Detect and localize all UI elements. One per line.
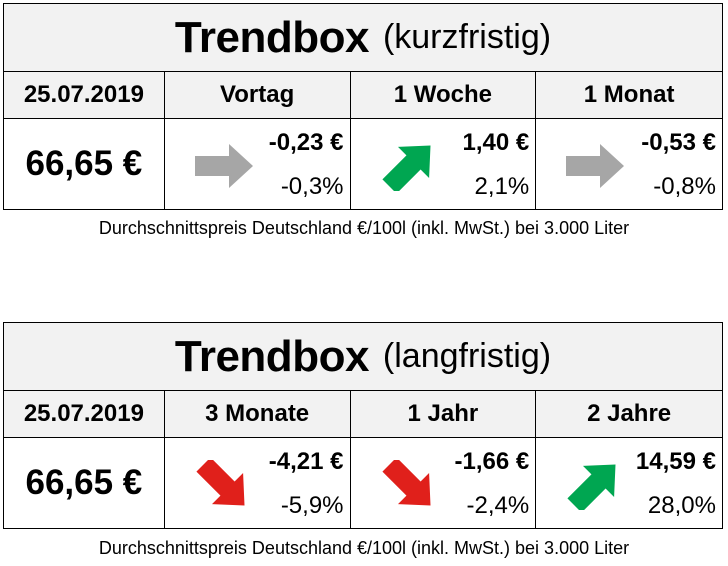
date-cell: 25.07.2019	[4, 72, 165, 118]
trendbox-long: Trendbox (langfristig) 25.07.2019 3 Mona…	[3, 322, 723, 529]
footnote: Durchschnittspreis Deutschland €/100l (i…	[98, 538, 630, 558]
arrow-right-icon	[194, 144, 253, 188]
arrow-up-right-icon	[567, 464, 616, 510]
footnote: Durchschnittspreis Deutschland €/100l (i…	[98, 218, 630, 238]
price-delta: -1,66 €	[454, 448, 530, 475]
period-label: 1 Woche	[351, 72, 537, 118]
period-label: Vortag	[165, 72, 351, 118]
trend-cell: -4,21 € -5,9%	[165, 438, 351, 528]
value-row: 66,65 € -4,21 € -5,9% -1,66 € -2,4% 14,5…	[4, 438, 722, 528]
trend-cell: 14,59 € 28,0%	[536, 438, 722, 528]
arrow-up-right-icon	[381, 145, 431, 191]
percent-change: -0,3%	[280, 173, 344, 200]
percent-change: -0,8%	[653, 173, 716, 200]
price-delta: -4,21 €	[268, 448, 344, 475]
trendbox-short: Trendbox (kurzfristig) 25.07.2019 Vortag…	[3, 3, 723, 210]
title-sub: (langfristig)	[382, 337, 552, 375]
price-cell: 66,65 €	[4, 119, 165, 209]
trendbox-title: Trendbox (langfristig)	[4, 323, 722, 391]
trendbox-title: Trendbox (kurzfristig)	[4, 4, 722, 72]
period-label: 1 Monat	[583, 81, 675, 108]
trend-cell: 1,40 € 2,1%	[351, 119, 537, 209]
percent-change: 2,1%	[474, 173, 530, 200]
title-main: Trendbox	[174, 331, 370, 381]
price-delta: 14,59 €	[635, 448, 716, 475]
trend-cell: -1,66 € -2,4%	[351, 438, 537, 528]
price-cell: 66,65 €	[4, 438, 165, 528]
percent-change: -2,4%	[466, 492, 530, 519]
current-price: 66,65 €	[25, 463, 143, 502]
arrow-down-right-icon	[381, 460, 431, 506]
current-price: 66,65 €	[25, 144, 143, 183]
title-main: Trendbox	[174, 12, 370, 62]
percent-change: 28,0%	[647, 492, 716, 519]
price-delta: 1,40 €	[462, 129, 530, 156]
period-label: 1 Jahr	[351, 391, 537, 437]
trend-cell: -0,23 € -0,3%	[165, 119, 351, 209]
value-row: 66,65 € -0,23 € -0,3% 1,40 € 2,1% -0,53 …	[4, 119, 722, 209]
date-cell: 25.07.2019	[4, 391, 165, 437]
arrow-down-right-icon	[196, 460, 245, 506]
price-delta: -0,23 €	[268, 129, 344, 156]
price-delta: -0,53 €	[641, 129, 716, 156]
arrow-right-icon	[566, 144, 625, 188]
period-label: 3 Monate	[165, 391, 351, 437]
header-row: 25.07.2019 3 Monate 1 Jahr 2 Jahre	[4, 391, 722, 438]
period-label: 2 Jahre	[587, 400, 672, 427]
trend-cell: -0,53 € -0,8%	[536, 119, 722, 209]
percent-change: -5,9%	[280, 492, 344, 519]
header-row: 25.07.2019 Vortag 1 Woche 1 Monat	[4, 72, 722, 119]
title-sub: (kurzfristig)	[382, 18, 552, 56]
